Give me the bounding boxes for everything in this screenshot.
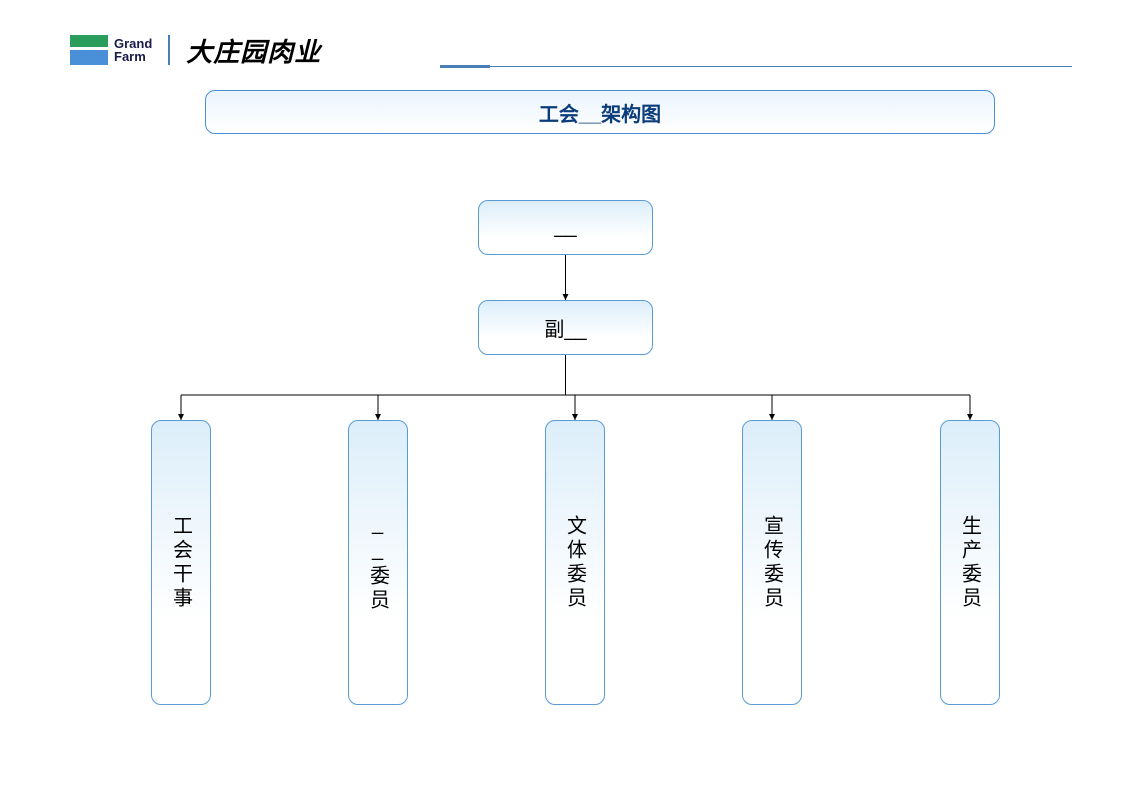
- chart-title: 工会__架构图: [205, 90, 995, 134]
- header-rule: [440, 66, 1072, 67]
- org-node-c3: 文体委员: [545, 420, 605, 705]
- logo: Grand Farm 大庄园肉业: [70, 32, 321, 69]
- org-node-root: __: [478, 200, 653, 255]
- logo-icon: [70, 35, 108, 65]
- logo-text-cn: 大庄园肉业: [186, 32, 321, 69]
- logo-en-line2: Farm: [114, 50, 152, 63]
- org-node-c2: __委员: [348, 420, 408, 705]
- header-divider: [168, 35, 170, 65]
- page-header: Grand Farm 大庄园肉业: [70, 30, 1052, 70]
- org-node-c5: 生产委员: [940, 420, 1000, 705]
- logo-text-en: Grand Farm: [114, 37, 152, 63]
- org-node-c4: 宣传委员: [742, 420, 802, 705]
- org-node-deputy: 副__: [478, 300, 653, 355]
- org-node-c1: 工会干事: [151, 420, 211, 705]
